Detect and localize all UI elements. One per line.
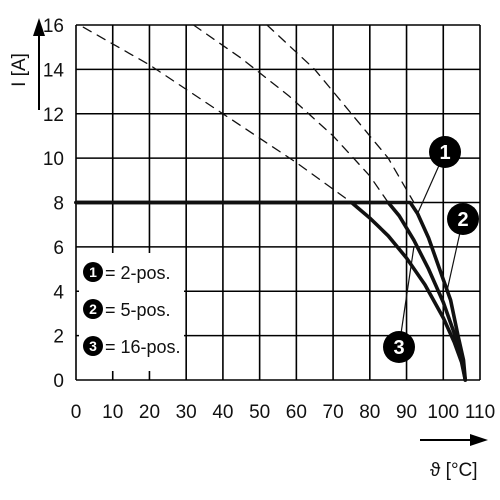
x-tick-label: 20 <box>139 402 160 423</box>
x-tick-label: 110 <box>465 402 495 423</box>
legend-label-3: = 16-pos. <box>105 337 181 357</box>
y-tick-labels: 0 2 4 6 8 10 12 14 16 <box>43 16 65 392</box>
legend-number-3: 3 <box>89 338 97 354</box>
x-tick-label: 30 <box>176 402 197 423</box>
x-tick-label: 70 <box>323 402 344 423</box>
legend-number-1: 1 <box>89 264 97 280</box>
y-tick-label: 2 <box>53 327 64 348</box>
callout-badge-3 <box>383 331 415 363</box>
y-tick-label: 8 <box>53 194 64 215</box>
y-tick-label: 16 <box>43 16 64 37</box>
callout-badge-2 <box>447 203 479 235</box>
legend-label-2: = 5-pos. <box>105 300 171 320</box>
callout-badge-1 <box>429 136 461 168</box>
y-tick-label: 0 <box>53 371 64 392</box>
x-axis-arrowhead <box>470 434 488 446</box>
x-tick-label: 80 <box>359 402 380 423</box>
legend-number-2: 2 <box>89 301 97 317</box>
x-tick-label: 40 <box>212 402 233 423</box>
x-axis-label: ϑ [°C] <box>430 460 478 481</box>
series-2-dashed-line <box>192 24 389 204</box>
legend-label-1: = 2-pos. <box>105 263 171 283</box>
x-tick-label: 50 <box>249 402 270 423</box>
legend: 1 = 2-pos. 2 = 5-pos. 3 = 16-pos. <box>79 253 184 371</box>
x-tick-label: 100 <box>427 402 459 423</box>
y-axis-arrowhead <box>33 18 45 36</box>
y-tick-label: 4 <box>53 282 64 303</box>
x-tick-label: 90 <box>396 402 417 423</box>
legend-badge-1 <box>83 262 103 282</box>
series-3-dashed-line <box>82 26 353 204</box>
callout-number-1: 1 <box>439 142 450 164</box>
dashed-curves <box>82 24 415 204</box>
callout-number-3: 3 <box>393 337 404 359</box>
legend-badge-2 <box>83 299 103 319</box>
x-tick-label: 10 <box>102 402 123 423</box>
y-tick-label: 12 <box>43 105 64 126</box>
x-tick-label: 60 <box>286 402 307 423</box>
callout-number-2: 2 <box>457 209 468 231</box>
solid-curves <box>74 200 468 382</box>
y-axis-label: I [A] <box>9 53 30 87</box>
series-2-solid-line <box>74 200 468 382</box>
x-tick-labels: 0 10 20 30 40 50 60 70 80 90 100 110 <box>71 402 495 423</box>
y-tick-label: 14 <box>43 60 65 81</box>
y-tick-label: 10 <box>43 149 64 170</box>
legend-badge-3 <box>83 336 103 356</box>
series-callouts: 1 2 3 <box>383 136 479 363</box>
series-1-dashed-line <box>266 24 415 204</box>
series-3-solid-line <box>74 200 468 382</box>
callout-leader-3 <box>398 246 415 348</box>
y-tick-label: 6 <box>53 238 64 259</box>
x-tick-label: 0 <box>71 402 82 423</box>
